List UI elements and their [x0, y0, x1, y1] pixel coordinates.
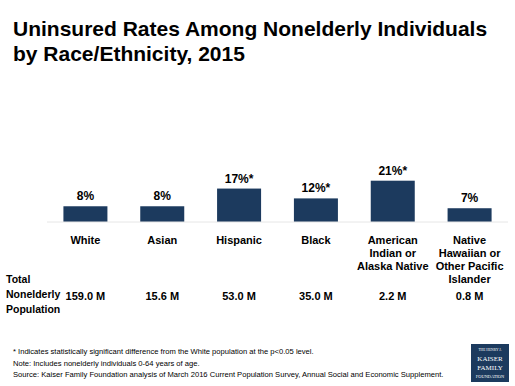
data-label: 17%* — [225, 172, 254, 186]
logo-text: FAMILY — [477, 364, 503, 372]
population-value: 2.2 M — [379, 290, 407, 302]
bar — [140, 206, 184, 222]
data-label: 21%* — [378, 164, 407, 178]
bar — [63, 206, 107, 222]
category-label: Native Hawaiian or Other Pacific Islande… — [430, 234, 510, 286]
bar — [217, 189, 261, 222]
population-value: 53.0 M — [222, 290, 256, 302]
data-label: 8% — [77, 189, 95, 203]
baseline — [47, 222, 508, 223]
data-label: 7% — [461, 191, 479, 205]
category-label: American Indian or Alaska Native — [353, 234, 433, 273]
population-label: Total Nonelderly Population — [6, 272, 68, 317]
bars — [63, 181, 491, 222]
logo-text: KAISER — [477, 355, 503, 363]
title: Uninsured Rates Among Nonelderly Individ… — [13, 16, 508, 66]
category-label: Hispanic — [199, 234, 279, 247]
population-value: 35.0 M — [299, 290, 333, 302]
logo-text: THE HENRY J. — [478, 348, 501, 352]
data-label: 12%* — [302, 181, 331, 195]
category-label: White — [45, 234, 125, 247]
category-label: Asian — [122, 234, 202, 247]
bar — [371, 181, 415, 222]
footnote: Note: Includes nonelderly individuals 0-… — [13, 359, 200, 369]
footnote: * Indicates statistically significant di… — [13, 347, 314, 357]
footnote: Source: Kaiser Family Foundation analysi… — [13, 370, 443, 380]
population-value: 159.0 M — [66, 290, 106, 302]
chart-svg: 8% 8% 17%* 12%* 21%* 7% 159.0 M 15.6 M 53.0 M 35.… — [0, 0, 515, 386]
logo-text: FOUNDATION — [476, 374, 505, 379]
category-label: Black — [276, 234, 356, 247]
data-label: 8% — [154, 189, 172, 203]
population-value: 15.6 M — [145, 290, 179, 302]
bar — [448, 208, 492, 222]
chart-root: Uninsured Rates Among Nonelderly Individ… — [0, 0, 515, 386]
population-value: 0.8 M — [456, 290, 484, 302]
logo-box — [471, 344, 509, 382]
bar — [294, 198, 338, 222]
